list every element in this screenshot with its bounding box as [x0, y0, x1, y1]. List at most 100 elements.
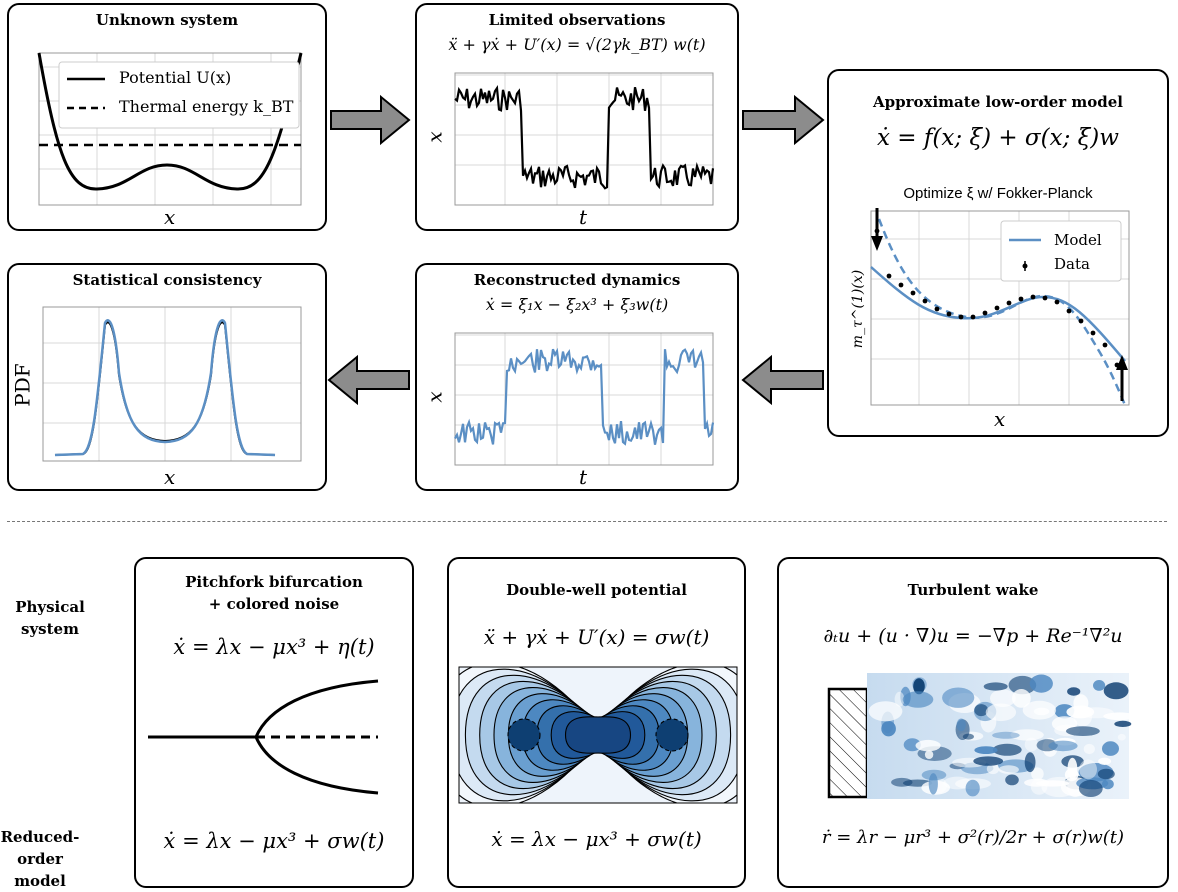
up-arrow-marker	[1116, 355, 1128, 370]
vortex-patch	[1079, 759, 1097, 780]
vortex-patch	[1008, 675, 1037, 695]
vortex-patch	[1078, 780, 1103, 797]
vortex-patch	[1117, 733, 1126, 741]
row-label-reduced: Reduced-order model	[0, 828, 80, 890]
bluff-body	[827, 687, 869, 799]
vortex-patch	[1024, 752, 1036, 773]
vortex-patch	[1048, 740, 1078, 752]
vortex-patch	[974, 704, 989, 717]
vortex-patch	[1022, 700, 1057, 720]
vortex-patch	[973, 756, 1004, 766]
langevin-equation: ẍ + γẋ + U′(x) = √(2γk_BT) w(t)	[448, 35, 706, 54]
vortex-patch	[1066, 726, 1100, 736]
lower-branch	[254, 736, 379, 795]
panel-statistical-consistency: Statistical consistency PDF x	[7, 263, 327, 491]
x-axis-label: x	[994, 407, 1006, 431]
vortex-patch	[1066, 705, 1095, 719]
vortex-patch	[1035, 780, 1070, 787]
vortex-patch	[1078, 707, 1114, 719]
well-minimum	[507, 718, 541, 752]
vortex-patch	[974, 746, 998, 754]
panel-title: Unknown system	[95, 11, 239, 29]
wake-visualization	[827, 673, 1137, 799]
vortex-patch	[1005, 774, 1019, 786]
vortex-patch	[1064, 768, 1079, 782]
panel-pitchfork: Pitchfork bifurcation + colored noise ẋ …	[134, 557, 414, 888]
panel-title: Limited observations	[488, 11, 666, 29]
y-axis-label: m_τ^(1)(x)	[850, 269, 867, 349]
vortex-patch	[956, 718, 966, 732]
panel-title: Reconstructed dynamics	[473, 271, 681, 289]
vortex-patch	[965, 779, 980, 797]
vortex-patch	[1010, 729, 1044, 741]
vortex-patch	[1114, 720, 1132, 727]
pdf-plot	[42, 306, 302, 462]
vortex-patch	[990, 689, 1016, 707]
vortex-patch	[913, 678, 925, 695]
wake-reduced-eq: ṙ = λr − μr³ + σ²(r)/2r + σ(r)w(t)	[821, 827, 1125, 848]
vortex-patch	[1051, 716, 1078, 732]
row-label-physical: Physical system	[15, 598, 85, 638]
legend-thermal: Thermal energy k_BT	[119, 97, 294, 116]
vortex-patch	[1024, 737, 1039, 752]
y-axis-label: x	[422, 131, 447, 143]
vortex-patch	[1031, 767, 1044, 781]
vortex-patch	[985, 703, 1017, 722]
legend-potential: Potential U(x)	[119, 68, 232, 87]
vorticity-field	[868, 674, 1137, 798]
arrow-left-2	[327, 354, 410, 406]
vortex-patch	[915, 739, 941, 752]
observed-trajectory	[454, 85, 715, 190]
arrow-right-2	[742, 94, 825, 146]
observation-timeseries	[454, 72, 715, 206]
panel-unknown-system: Unknown system Potential U(x) Thermal en…	[7, 3, 327, 231]
vortex-patch	[992, 743, 1022, 756]
arrow-right-1	[330, 94, 411, 146]
reconstructed-trajectory	[454, 347, 715, 446]
x-axis-label: x	[164, 465, 176, 489]
reduced-equation: ẋ = ξ₁x − ξ₂x³ + ξ₃w(t)	[485, 295, 669, 314]
panel-low-order-model: Approximate low-order model ẋ = f(x; ξ) …	[827, 69, 1169, 437]
potential-curve	[37, 52, 303, 191]
vortex-patch	[942, 687, 975, 708]
vortex-patch	[998, 765, 1019, 774]
doublewell-physical-eq: ẍ + γẋ + U′(x) = σw(t)	[483, 625, 710, 649]
x-axis-label: x	[164, 205, 176, 229]
vortex-patch	[1103, 682, 1129, 700]
arrow-left-1	[741, 354, 824, 406]
pitchfork-title-1: Pitchfork bifurcation	[185, 573, 363, 591]
optimize-subtitle: Optimize ξ w/ Fokker-Planck	[903, 185, 1093, 202]
pitchfork-reduced-eq: ẋ = λx − μx³ + σw(t)	[163, 829, 385, 853]
vortex-patch	[894, 691, 905, 707]
down-arrow-marker	[871, 236, 883, 251]
x-axis-label: t	[579, 205, 588, 229]
panel-double-well: Double-well potential ẍ + γẋ + U′(x) = σ…	[447, 557, 746, 888]
vortex-patch	[1098, 757, 1112, 765]
vortex-patch	[983, 682, 1008, 691]
vortex-patch	[1103, 712, 1137, 721]
vortex-patch	[1012, 689, 1031, 708]
vortex-patch	[1083, 743, 1095, 755]
vortex-patch	[902, 691, 934, 708]
vortex-patch	[903, 738, 921, 752]
y-axis-label: x	[422, 391, 447, 403]
panel-limited-observations: Limited observations ẍ + γẋ + U′(x) = √(…	[415, 3, 739, 231]
model-equation: ẋ = f(x; ξ) + σ(x; ξ)w	[877, 125, 1119, 151]
vortex-patch	[1097, 768, 1115, 780]
doublewell-title: Double-well potential	[506, 581, 687, 599]
data-points	[874, 228, 1120, 368]
legend-model: Model	[1054, 231, 1102, 249]
vortex-patch	[1093, 680, 1106, 691]
vortex-patch	[1102, 779, 1114, 790]
potential-plot	[37, 52, 303, 206]
y-axis-label: PDF	[10, 363, 35, 407]
panel-title: Statistical consistency	[72, 271, 262, 289]
panel-title: Approximate low-order model	[873, 93, 1123, 111]
pitchfork-title-2: + colored noise	[208, 595, 340, 613]
legend-data: Data	[1054, 255, 1090, 273]
well-minimum	[655, 718, 689, 752]
drift-coefficient-plot	[870, 208, 1130, 406]
vortex-patch	[868, 701, 903, 722]
vortex-patch	[928, 773, 938, 795]
upper-branch	[254, 679, 379, 738]
